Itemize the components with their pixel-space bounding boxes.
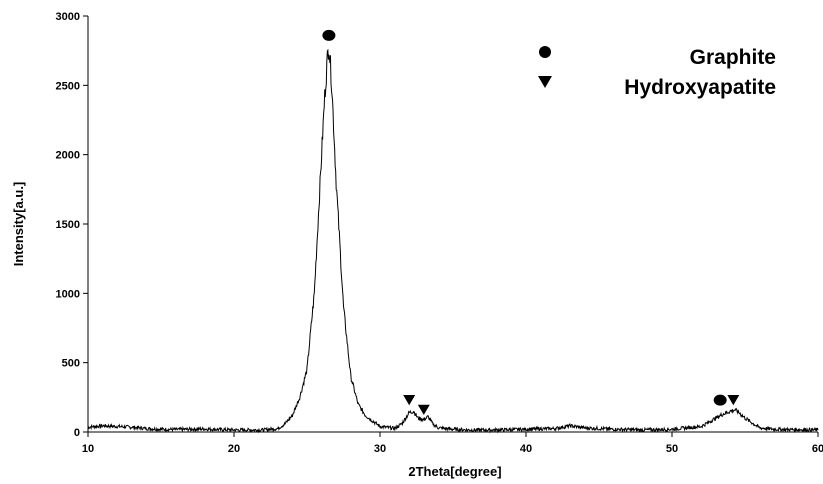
x-tick-label: 30: [374, 443, 386, 455]
y-tick-label: 2000: [56, 150, 80, 162]
y-axis-title: Intensity[a.u.]: [11, 182, 26, 267]
legend-label-graphite: Graphite: [690, 46, 776, 69]
y-tick-label: 500: [62, 358, 80, 370]
graphite-peak-marker: [714, 395, 727, 406]
y-tick-label: 0: [74, 427, 80, 439]
x-tick-label: 20: [228, 443, 240, 455]
x-tick-label: 50: [666, 443, 678, 455]
x-axis-title: 2Theta[degree]: [408, 464, 501, 479]
y-tick-label: 2500: [56, 80, 80, 92]
legend-circle-icon: [539, 46, 551, 58]
y-tick-label: 1000: [56, 288, 80, 300]
x-tick-label: 40: [520, 443, 532, 455]
y-tick-label: 1500: [56, 219, 80, 231]
x-tick-label: 60: [812, 443, 823, 455]
legend-label-hydroxyapatite: Hydroxyapatite: [624, 76, 776, 99]
graphite-peak-marker: [322, 30, 335, 41]
x-tick-label: 10: [82, 443, 94, 455]
y-tick-label: 3000: [56, 11, 80, 23]
